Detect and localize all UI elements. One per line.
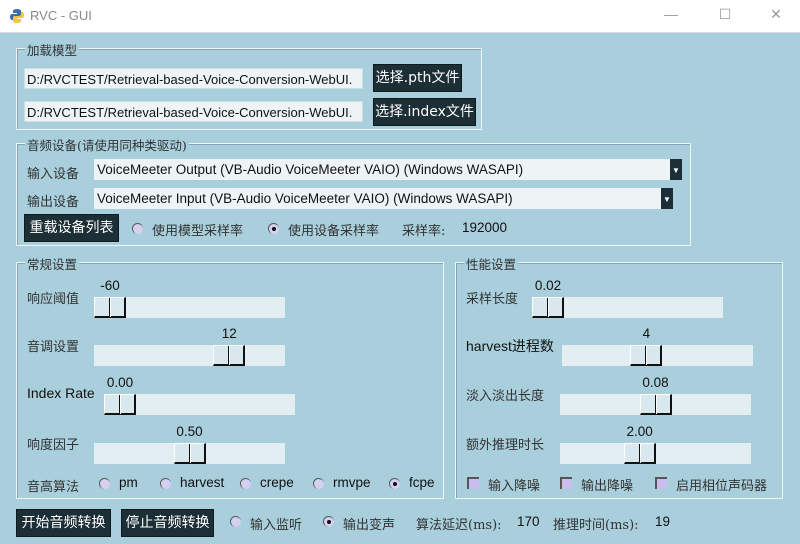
slider-label: harvest进程数 bbox=[466, 338, 554, 354]
slider-handle[interactable] bbox=[532, 297, 564, 318]
audio-device-legend: 音频设备(请使用同种类驱动) bbox=[25, 135, 189, 154]
audio-device-frame: 音频设备(请使用同种类驱动) bbox=[16, 135, 691, 246]
slider-value: 4 bbox=[642, 326, 651, 341]
sr-model-radio[interactable] bbox=[132, 223, 143, 234]
checkbox-label: 启用相位声码器 bbox=[676, 479, 768, 494]
slider-trough[interactable] bbox=[94, 345, 285, 366]
load-model-frame: 加载模型 bbox=[16, 40, 482, 130]
f0-option-label: pm bbox=[119, 475, 138, 490]
slider-label: 音调设置 bbox=[27, 340, 80, 355]
output-device-select[interactable]: VoiceMeeter Input (VB-Audio VoiceMeeter … bbox=[94, 188, 673, 209]
delay-value: 170 bbox=[517, 514, 540, 529]
slider-label: Index Rate bbox=[27, 385, 95, 401]
checkbox[interactable] bbox=[655, 477, 667, 489]
general-settings-legend: 常规设置 bbox=[25, 254, 80, 273]
f0-option-label: fcpe bbox=[409, 475, 435, 490]
f0-option-label: harvest bbox=[180, 475, 225, 490]
maximize-button[interactable]: ☐ bbox=[718, 6, 732, 22]
slider-handle[interactable] bbox=[173, 443, 206, 464]
slider-trough[interactable] bbox=[104, 394, 295, 415]
slider-label: 响应阈值 bbox=[27, 292, 80, 307]
slider-trough[interactable] bbox=[94, 297, 285, 318]
slider-trough[interactable] bbox=[94, 443, 285, 464]
python-logo-icon bbox=[10, 9, 24, 23]
input-device-value: VoiceMeeter Output (VB-Audio VoiceMeeter… bbox=[97, 162, 524, 177]
slider-trough[interactable] bbox=[560, 443, 751, 464]
slider-label: 响度因子 bbox=[27, 438, 80, 453]
slider-trough[interactable] bbox=[562, 345, 753, 366]
checkbox-label: 输出降噪 bbox=[581, 479, 634, 494]
slider-value: 12 bbox=[221, 326, 237, 341]
reload-devices-button[interactable]: 重载设备列表 bbox=[24, 214, 119, 242]
delay-label: 算法延迟(ms): bbox=[416, 518, 502, 533]
f0-pm-radio[interactable] bbox=[99, 478, 110, 489]
f0-harvest-radio[interactable] bbox=[160, 478, 171, 489]
f0-crepe-radio[interactable] bbox=[240, 478, 251, 489]
window-title: RVC - GUI bbox=[30, 8, 92, 23]
monitor-output-label: 输出变声 bbox=[343, 518, 396, 533]
slider-label: 额外推理时长 bbox=[466, 438, 545, 453]
slider-value: 0.08 bbox=[642, 375, 669, 390]
sr-device-radio[interactable] bbox=[268, 223, 279, 234]
sr-model-label: 使用模型采样率 bbox=[152, 224, 244, 239]
sr-device-label: 使用设备采样率 bbox=[288, 224, 380, 239]
close-button[interactable]: ✕ bbox=[770, 6, 782, 22]
stop-conversion-button[interactable]: 停止音频转换 bbox=[121, 509, 214, 537]
slider-trough[interactable] bbox=[532, 297, 723, 318]
dropdown-arrow-icon[interactable]: ▼ bbox=[661, 188, 673, 209]
slider-value: 0.50 bbox=[176, 424, 203, 439]
start-conversion-button[interactable]: 开始音频转换 bbox=[16, 509, 111, 537]
monitor-input-label: 输入监听 bbox=[250, 518, 303, 533]
f0-fcpe-radio[interactable] bbox=[389, 478, 400, 489]
monitor-output-radio[interactable] bbox=[323, 516, 334, 527]
infer-time-value: 19 bbox=[655, 514, 671, 529]
select-pth-button[interactable]: 选择.pth文件 bbox=[373, 64, 462, 92]
input-device-select[interactable]: VoiceMeeter Output (VB-Audio VoiceMeeter… bbox=[94, 159, 682, 180]
select-index-button[interactable]: 选择.index文件 bbox=[373, 98, 476, 126]
slider-label: 采样长度 bbox=[466, 292, 519, 307]
sample-rate-value: 192000 bbox=[462, 220, 508, 235]
f0-option-label: crepe bbox=[260, 475, 294, 490]
slider-value: 2.00 bbox=[626, 424, 653, 439]
slider-label: 淡入淡出长度 bbox=[466, 389, 545, 404]
performance-settings-frame: 性能设置 bbox=[455, 254, 783, 499]
output-device-value: VoiceMeeter Input (VB-Audio VoiceMeeter … bbox=[97, 191, 513, 206]
monitor-input-radio[interactable] bbox=[230, 516, 241, 527]
f0-method-label: 音高算法 bbox=[27, 480, 80, 495]
minimize-button[interactable]: — bbox=[664, 6, 678, 22]
index-path-input[interactable]: D:/RVCTEST/Retrieval-based-Voice-Convers… bbox=[24, 101, 363, 122]
slider-handle[interactable] bbox=[94, 297, 126, 318]
general-settings-frame: 常规设置 bbox=[16, 254, 444, 499]
slider-handle[interactable] bbox=[639, 394, 672, 415]
checkbox-label: 输入降噪 bbox=[488, 479, 541, 494]
dropdown-arrow-icon[interactable]: ▼ bbox=[670, 159, 682, 180]
f0-rmvpe-radio[interactable] bbox=[313, 478, 324, 489]
input-device-label: 输入设备 bbox=[27, 167, 80, 182]
f0-option-label: rmvpe bbox=[333, 475, 371, 490]
slider-handle[interactable] bbox=[623, 443, 656, 464]
slider-value: 0.02 bbox=[534, 278, 562, 293]
checkbox[interactable] bbox=[560, 477, 572, 489]
sample-rate-label: 采样率: bbox=[402, 224, 446, 239]
slider-handle[interactable] bbox=[213, 345, 246, 366]
slider-handle[interactable] bbox=[104, 394, 136, 415]
output-device-label: 输出设备 bbox=[27, 195, 80, 210]
infer-time-label: 推理时间(ms): bbox=[553, 518, 639, 533]
checkbox[interactable] bbox=[467, 477, 479, 489]
slider-trough[interactable] bbox=[560, 394, 751, 415]
title-bar: RVC - GUI — ☐ ✕ bbox=[0, 0, 800, 33]
pth-path-input[interactable]: D:/RVCTEST/Retrieval-based-Voice-Convers… bbox=[24, 68, 363, 89]
load-model-legend: 加载模型 bbox=[25, 40, 80, 59]
slider-value: -60 bbox=[100, 278, 120, 293]
performance-settings-legend: 性能设置 bbox=[464, 254, 519, 273]
slider-value: 0.00 bbox=[106, 375, 134, 390]
slider-handle[interactable] bbox=[630, 345, 663, 366]
